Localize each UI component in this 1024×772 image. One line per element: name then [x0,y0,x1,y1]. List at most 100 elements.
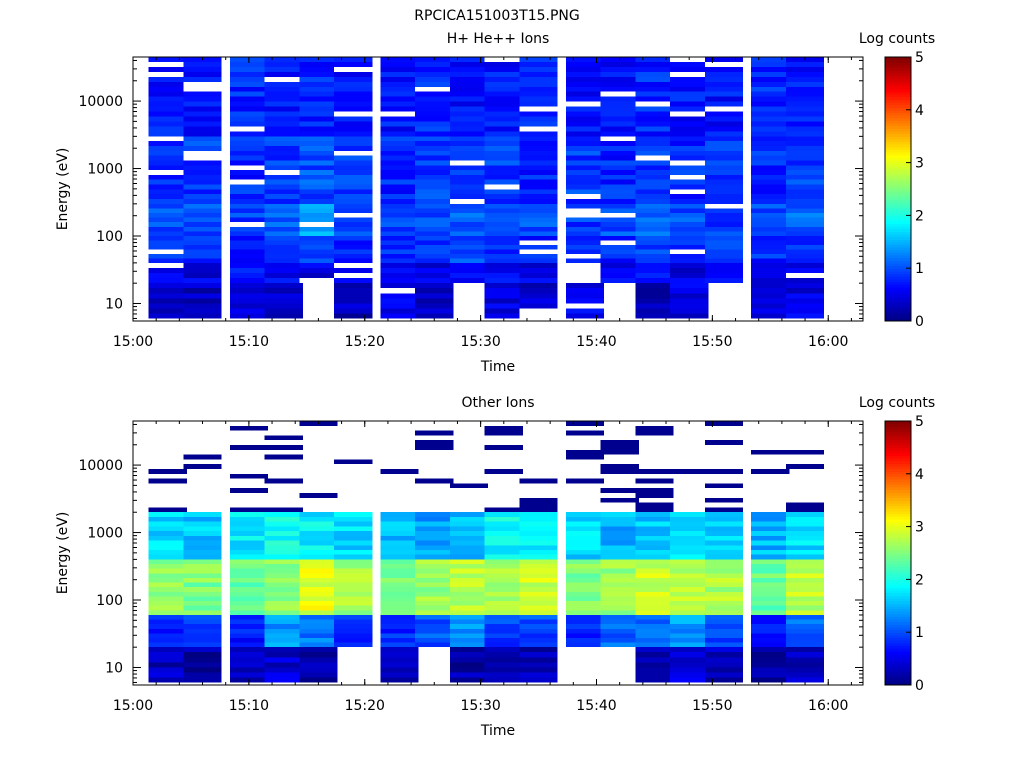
heat-cell [148,559,187,565]
heat-cell [148,249,187,254]
heat-cell [751,61,790,67]
colorbar-segment [885,576,911,580]
heat-cell [148,194,187,199]
heat-cell [380,150,419,156]
heat-cell [704,217,744,223]
heat-cell [264,587,303,592]
heat-cell [565,111,605,117]
heat-cell [635,652,674,658]
heat-cell [519,662,558,668]
heat-cell [785,249,825,254]
heat-cell [704,554,744,560]
heat-cell [565,240,605,245]
colorbar-segment [885,215,911,219]
heat-cell [751,652,790,658]
heat-cell [751,76,790,82]
heat-cell [484,249,523,254]
heat-cell [635,633,674,638]
heat-cell [183,587,222,592]
heat-cell [519,512,558,517]
heat-cell [565,303,605,309]
heat-cell [299,226,338,232]
heat-cell [751,531,790,536]
heat-cell [264,194,303,199]
heat-cell [751,226,790,232]
heat-cell [565,516,605,522]
heat-cell [148,131,187,137]
heat-cell [670,652,709,658]
colorbar-segment [885,484,911,488]
heat-cell [415,208,454,214]
heat-cell [449,564,489,569]
heat-cell [148,174,187,180]
heat-cell [519,672,558,678]
heat-cell [635,126,674,132]
heat-cell [334,568,373,574]
heat-cell [183,624,222,629]
heat-cell [484,288,523,294]
heat-cell [519,226,558,232]
heat-cell [415,194,454,199]
heat-cell [415,633,454,638]
heat-cell [264,66,303,72]
heat-cell [415,516,454,522]
heat-cell [229,116,268,122]
heat-cell [183,293,222,299]
heat-cell [299,521,338,527]
heat-cell [415,131,454,137]
heat-cell [751,121,790,127]
heat-cell [635,531,674,536]
colorbar-segment [885,600,911,604]
heat-cell [415,101,454,107]
heat-cell [299,231,338,237]
heat-cell [415,313,454,319]
heat-cell [670,116,709,122]
heat-cell [183,267,222,274]
heat-cell [785,194,825,199]
heat-cell [449,652,489,658]
heat-cell [785,573,825,578]
heat-cell [785,111,825,117]
heat-cell [380,116,419,122]
heat-cell [148,662,187,668]
heat-cell [299,249,338,254]
colorbar-segment [885,669,911,673]
heat-cell [519,253,558,259]
colorbar-segment [885,595,911,599]
heat-cell [299,677,338,683]
heat-cell [785,106,825,112]
x-axis-label: Time [480,723,515,739]
heat-cell [183,568,222,574]
heat-cell [704,549,744,555]
heat-cell [635,101,674,107]
heat-cell [751,131,790,137]
heat-cell [148,258,187,263]
heat-cell [264,672,303,678]
heat-cell [264,568,303,574]
heat-cell [565,236,605,241]
heat-cell [148,293,187,299]
heat-cell [148,86,187,92]
heat-cell [299,559,338,565]
heat-cell [785,116,825,122]
heat-cell [565,155,605,161]
heat-cell [785,217,825,223]
heat-cell [785,253,825,259]
heat-cell [299,101,338,107]
heat-cell [264,170,303,175]
heat-cell [635,308,674,314]
heat-cell [415,303,454,309]
heat-cell [148,141,187,146]
heat-cell [148,601,187,606]
heat-cell [229,667,268,673]
heat-cell [229,111,268,117]
colorbar-segment [885,645,911,649]
heat-cell [148,101,187,107]
heat-cell [600,106,639,112]
heat-cell [334,174,373,180]
heat-cell [264,106,303,112]
heat-cell [415,554,454,560]
colorbar-segment [885,510,911,514]
colorbar-segment [885,492,911,496]
heat-cell [415,610,454,615]
